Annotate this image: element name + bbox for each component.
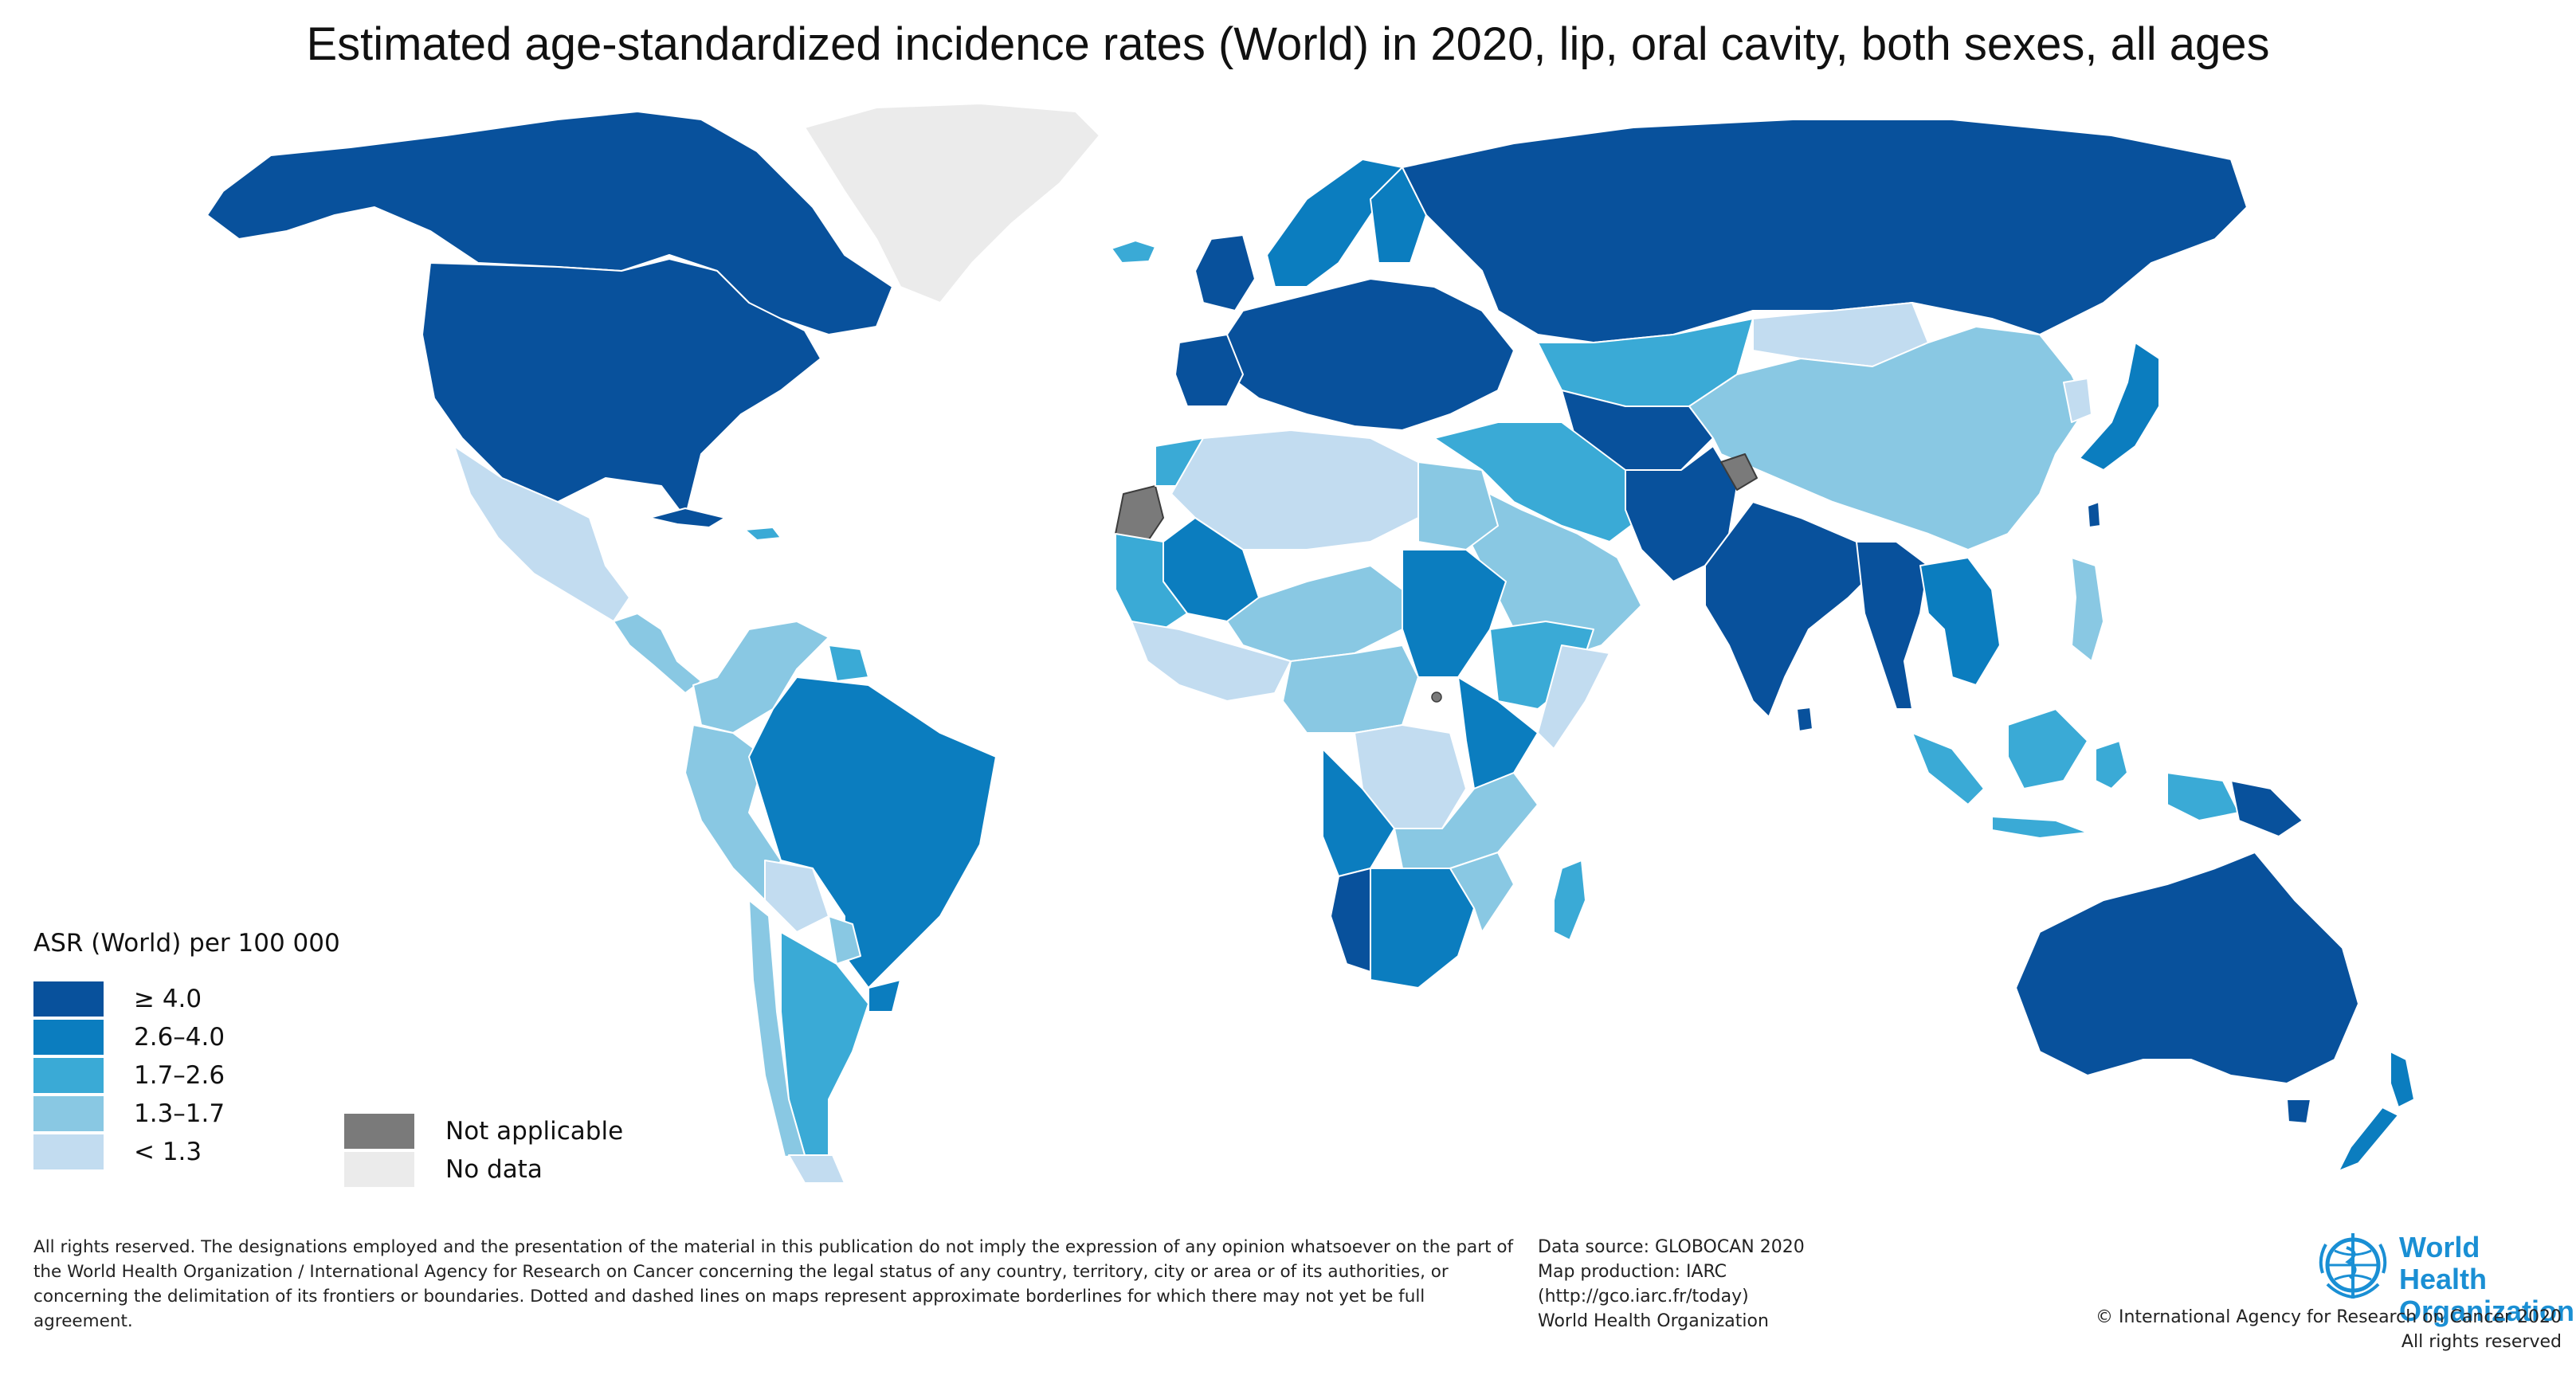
- taiwan: [2087, 501, 2101, 528]
- iceland: [1111, 240, 1156, 264]
- new-zealand-south: [2338, 1107, 2399, 1172]
- china: [1688, 326, 2088, 550]
- who-name-line-2: Organization: [2399, 1295, 2575, 1327]
- sulawesi: [2095, 740, 2128, 789]
- legend-swatch-not-applicable: [344, 1114, 414, 1149]
- argentina: [780, 931, 869, 1156]
- legend-label-3: 1.7–2.6: [134, 1061, 225, 1090]
- legend-label-1: ≥ 4.0: [134, 985, 202, 1013]
- scandinavia: [1266, 159, 1403, 288]
- patagonia: [788, 1154, 845, 1184]
- legend-label-5: < 1.3: [134, 1138, 202, 1166]
- iberia: [1174, 334, 1244, 407]
- uruguay: [868, 979, 901, 1013]
- japan: [2079, 342, 2160, 471]
- world-map: [206, 103, 2415, 1184]
- western-sahara: [1115, 485, 1164, 543]
- png-east: [2230, 780, 2304, 837]
- copyright-line-1: © International Agency for Research on C…: [2096, 1307, 2562, 1327]
- source-line-production: Map production: IARC: [1538, 1262, 1727, 1282]
- mozambique: [1449, 852, 1515, 933]
- sri-lanka: [1796, 707, 1813, 732]
- legend-swatch-4: [33, 1096, 104, 1131]
- canada-alaska: [206, 111, 893, 335]
- copyright-line-2: All rights reserved: [2401, 1332, 2562, 1352]
- footer-source: Data source: GLOBOCAN 2020 Map productio…: [1538, 1235, 1872, 1334]
- southern-africa: [1370, 868, 1475, 989]
- greenland: [804, 103, 1100, 304]
- philippines: [2071, 557, 2104, 662]
- borneo: [2007, 708, 2088, 789]
- madagascar: [1553, 860, 1586, 941]
- footer-disclaimer: All rights reserved. The designations em…: [33, 1237, 1514, 1331]
- kashmir: [1720, 453, 1758, 491]
- cuba: [649, 507, 726, 528]
- egypt: [1417, 461, 1499, 550]
- legend-swatch-3: [33, 1058, 104, 1093]
- indochina: [1919, 557, 2001, 686]
- mexico: [453, 445, 630, 622]
- legend-swatch-1: [33, 981, 104, 1017]
- who-name-line-1: World Health: [2399, 1231, 2488, 1295]
- central-america: [613, 613, 702, 694]
- west-africa: [1115, 533, 1188, 630]
- sudan: [1402, 549, 1507, 678]
- legend-label-4: 1.3–1.7: [134, 1099, 225, 1128]
- india: [1704, 501, 1881, 718]
- legend-title: ASR (World) per 100 000: [33, 929, 340, 958]
- legend-swatch-5: [33, 1134, 104, 1169]
- source-line-link[interactable]: (http://gco.iarc.fr/today): [1538, 1287, 1749, 1307]
- north-africa: [1170, 429, 1419, 550]
- korea: [2063, 378, 2092, 423]
- australia: [2015, 852, 2359, 1084]
- paraguay: [828, 915, 861, 965]
- west-coast: [1131, 621, 1292, 702]
- who-logo: World Health Organization: [2315, 1225, 2574, 1327]
- tasmania: [2286, 1099, 2311, 1124]
- usa: [421, 258, 821, 519]
- new-zealand-north: [2390, 1051, 2415, 1108]
- map-area: [0, 72, 2576, 1187]
- europe: [1226, 278, 1515, 431]
- bolivia: [764, 860, 829, 933]
- legend-label-not-applicable: Not applicable: [445, 1117, 624, 1146]
- legend-swatch-2: [33, 1020, 104, 1055]
- guianas: [828, 644, 869, 682]
- na-dot-central-africa: [1431, 691, 1442, 703]
- map-title: Estimated age-standardized incidence rat…: [306, 18, 2270, 70]
- source-line-data: Data source: GLOBOCAN 2020: [1538, 1237, 1805, 1257]
- new-guinea: [2166, 772, 2240, 821]
- legend: ASR (World) per 100 000 ≥ 4.0 2.6–4.0 1.7–…: [33, 929, 671, 1200]
- british-isles: [1194, 234, 1256, 311]
- finland: [1370, 166, 1427, 264]
- copyright: © International Agency for Research on C…: [1845, 1305, 2562, 1354]
- caribbean: [744, 527, 782, 541]
- somalia: [1537, 644, 1610, 750]
- source-line-org: World Health Organization: [1538, 1311, 1769, 1331]
- brazil: [748, 676, 997, 989]
- legend-label-no-data: No data: [445, 1155, 543, 1184]
- bangladesh-myanmar: [1856, 541, 1929, 710]
- russia: [1402, 119, 2248, 343]
- legend-label-2: 2.6–4.0: [134, 1023, 225, 1052]
- sumatra: [1911, 732, 1985, 805]
- who-emblem-icon: [2319, 1233, 2387, 1299]
- who-name: World Health Organization: [2399, 1232, 2574, 1327]
- java: [1991, 816, 2088, 839]
- legend-swatch-no-data: [344, 1152, 414, 1187]
